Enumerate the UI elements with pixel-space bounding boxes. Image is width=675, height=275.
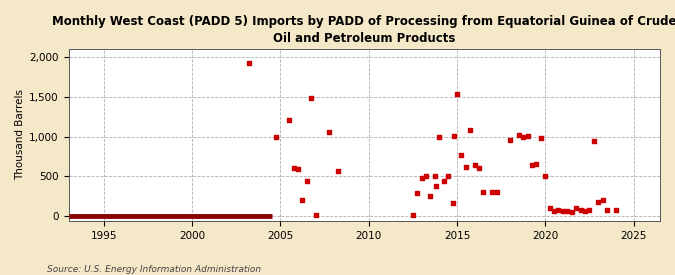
Point <box>474 166 485 171</box>
Point <box>597 198 608 202</box>
Point <box>575 208 586 212</box>
Point <box>469 163 480 167</box>
Point <box>306 96 317 101</box>
Point <box>584 208 595 212</box>
Point <box>566 210 577 214</box>
Point <box>589 138 599 143</box>
Point <box>310 213 321 217</box>
Point <box>323 130 334 134</box>
Point <box>431 184 441 188</box>
Point <box>332 169 343 173</box>
Point <box>460 165 471 169</box>
Point <box>540 174 551 179</box>
Point <box>487 189 497 194</box>
Point <box>465 128 476 132</box>
Point <box>601 208 612 213</box>
Point <box>518 134 529 139</box>
Point <box>593 200 603 204</box>
Point <box>416 176 427 180</box>
Point <box>571 206 582 210</box>
Point <box>421 174 431 179</box>
Point <box>531 162 542 167</box>
Point <box>452 92 462 97</box>
Point <box>297 197 308 202</box>
Point <box>438 179 449 183</box>
Point <box>271 135 281 140</box>
Point <box>504 138 515 142</box>
Point <box>449 134 460 138</box>
Point <box>610 208 621 213</box>
Point <box>447 200 458 205</box>
Point <box>425 193 436 198</box>
Point <box>408 213 418 217</box>
Point <box>549 209 560 214</box>
Point <box>434 134 445 139</box>
Point <box>443 174 454 178</box>
Point <box>288 166 299 171</box>
Point <box>302 179 313 183</box>
Point <box>456 153 467 157</box>
Point <box>284 118 294 122</box>
Point <box>544 206 555 210</box>
Point <box>478 189 489 194</box>
Text: Source: U.S. Energy Information Administration: Source: U.S. Energy Information Administ… <box>47 265 261 274</box>
Point <box>535 136 546 140</box>
Y-axis label: Thousand Barrels: Thousand Barrels <box>15 89 25 180</box>
Point <box>553 208 564 212</box>
Point <box>514 133 524 137</box>
Point <box>522 134 533 138</box>
Title: Monthly West Coast (PADD 5) Imports by PADD of Processing from Equatorial Guinea: Monthly West Coast (PADD 5) Imports by P… <box>52 15 675 45</box>
Point <box>526 163 537 167</box>
Point <box>562 208 572 213</box>
Point <box>412 191 423 195</box>
Point <box>293 167 304 171</box>
Point <box>580 209 591 214</box>
Point <box>244 61 255 65</box>
Point <box>558 209 568 214</box>
Point <box>491 190 502 194</box>
Point <box>429 174 440 179</box>
